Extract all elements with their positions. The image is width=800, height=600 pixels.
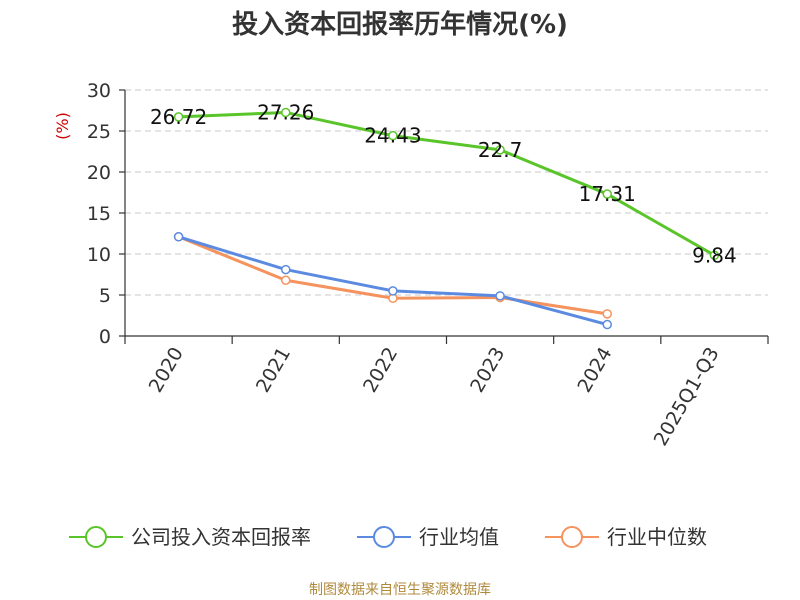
series-0-point-2 [388,130,398,141]
y-tick-label-30: 30 [87,80,111,102]
legend-label-2: 行业中位数 [607,525,707,549]
series-0-point-1 [281,107,291,118]
series-2 [173,232,612,319]
chart-title: 投入资本回报率历年情况(%) [232,9,568,40]
source-note: 制图数据来自恒生聚源数据库 [309,582,491,598]
series-1-point-2 [388,286,398,296]
y-axis-ticks: 0 5 10 15 20 25 30 [87,80,125,348]
gridlines [125,89,768,296]
y-tick-label-5: 5 [99,285,111,307]
data-label-3: 22.7 [478,138,523,162]
y-tick-label-0: 0 [99,326,111,348]
data-label-0: 26.72 [150,105,207,129]
y-tick-label-10: 10 [87,244,111,266]
data-label-2: 24.43 [364,124,421,148]
x-tick-label-2022: 2022 [359,344,402,397]
legend-swatch-marker-1 [373,526,395,548]
series-0-point-4 [602,189,612,199]
legend-label-1: 行业均值 [419,525,499,549]
legend-label-0: 公司投入资本回报率 [131,525,311,549]
series-line-1 [178,235,608,326]
series-0-point-3 [495,145,505,155]
series-1-point-1 [281,264,291,275]
legend-swatch-marker-2 [561,526,583,548]
legend: 公司投入资本回报率 行业均值 行业中位数 [69,525,707,549]
data-label-5: 9.84 [692,243,737,267]
x-tick-label-2024: 2024 [573,344,616,397]
series-1-point-4 [602,319,612,330]
data-label-1: 27.26 [257,100,314,124]
series-2-point-4 [602,309,612,319]
x-tick-label-2023: 2023 [466,344,509,397]
series-0-point-0 [173,112,184,122]
data-labels: 26.72 27.26 24.43 22.7 17.31 9.84 [150,100,737,267]
series-1 [173,232,612,330]
series-1-point-0 [173,232,184,242]
series-0 [173,107,720,261]
series-0-point-5 [709,250,720,261]
legend-item-1: 行业均值 [357,525,499,549]
y-tick-label-20: 20 [87,162,111,184]
series-2-point-1 [281,275,291,285]
legend-item-2: 行业中位数 [545,525,707,549]
legend-item-0: 公司投入资本回报率 [69,525,311,549]
x-tick-label-2020: 2020 [145,344,188,397]
legend-swatch-marker-0 [85,526,107,548]
series-lines [173,107,720,330]
x-tick-label-2025Q1-Q3: 2025Q1-Q3 [650,344,724,450]
series-line-0 [178,110,716,257]
series-1-point-3 [495,291,505,301]
y-tick-label-15: 15 [87,203,111,225]
data-label-4: 17.31 [579,182,636,206]
y-tick-label-25: 25 [87,121,111,143]
x-tick-label-2021: 2021 [252,344,295,397]
x-axis-ticks: 2020 2021 2022 2023 2024 2025Q1-Q3 [124,336,769,450]
y-axis-unit-label: (%) [53,112,72,140]
